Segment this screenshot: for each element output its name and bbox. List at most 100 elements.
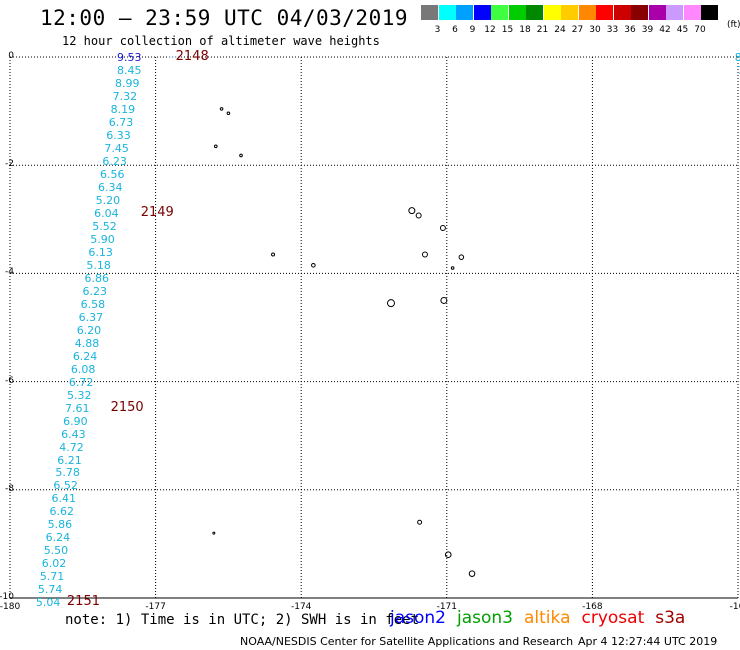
legend-swatch [666,5,683,20]
swh-value: 5.90 [90,232,115,246]
legend-swatch [578,5,596,20]
island-outline [458,254,465,260]
lat-tick-label: -4 [5,267,14,278]
swh-value: 5.52 [92,219,117,233]
legend-label: 27 [571,25,584,35]
satellite-name: cryosat [581,608,645,628]
legend-label: 12 [484,25,496,35]
legend-label: 70 [694,25,706,35]
island-outline [212,531,216,535]
swh-value: 7.61 [65,401,90,415]
swh-value: 4.88 [74,336,100,350]
lon-tick-label: -180 [0,602,21,612]
legend-unit: (ft) [727,20,740,30]
swh-value: 8.99 [115,76,140,90]
swh-value: 6.04 [94,206,119,220]
swh-value: 6.37 [78,310,104,324]
island-outline [408,207,416,215]
island-outline [468,570,476,577]
swh-value: 7.32 [112,89,138,103]
pass-number: 2151 [66,594,100,610]
map-subtitle: 12 hour collection of altimeter wave hei… [62,34,380,48]
lon-tick-label: -174 [290,602,312,612]
swh-value: 6.41 [51,492,76,506]
swh-value: 5.32 [66,388,92,402]
swh-value: 6.34 [98,180,123,194]
legend-swatch [456,5,473,20]
credit-text: NOAA/NESDIS Center for Satellite Applica… [240,635,574,648]
footer-note: note: 1) Time is in UTC; 2) SWH is in fe… [65,612,420,628]
swh-value: 5.86 [47,518,73,532]
lat-tick-label: -6 [5,375,14,386]
island-outline [213,144,218,149]
lat-tick-label: -8 [5,483,14,494]
legend-label: 6 [452,25,458,35]
pass-number: 2150 [110,399,144,415]
legend-swatch [473,5,491,20]
swh-value: 6.33 [106,128,131,142]
edge-swh-value: 7.9 [737,64,740,77]
satellite-legend: jason2 jason3 altika cryosat s3a [390,608,696,628]
island-outline [417,519,423,525]
satellite-name: s3a [655,608,686,628]
swh-value: 6.43 [61,427,86,441]
swh-value: 9.53 [116,51,142,64]
swh-value: 6.24 [45,531,71,545]
island-outline [271,252,276,257]
swh-value: 5.71 [39,570,65,584]
lon-tick-label: -177 [145,602,166,612]
pass-number: 2148 [175,49,209,64]
swh-value: 6.02 [41,557,67,571]
legend-label: 3 [434,25,441,35]
swh-value: 8.45 [116,63,142,77]
legend-label: 18 [519,25,531,35]
swh-value: 6.56 [99,167,125,181]
swh-value: 6.86 [84,271,109,285]
swh-value: 6.72 [68,375,94,389]
satellite-name: jason3 [457,608,513,628]
island-outline [415,212,422,219]
satellite-name: altika [524,608,571,628]
island-outline [450,266,455,270]
lon-tick-label: -171 [436,602,458,612]
swh-value: 6.21 [57,453,82,467]
island-outline [444,551,452,559]
swh-value: 6.62 [49,505,75,519]
legend-swatch [648,5,666,20]
swh-value: 7.45 [104,141,129,155]
swh-value: 6.90 [63,414,88,428]
legend-swatch [491,5,508,20]
satellite-name: jason2 [390,608,446,628]
swh-value: 8.19 [110,102,136,116]
swh-value: 6.08 [70,362,96,376]
legend-label: 36 [624,25,636,35]
island-outline [219,107,224,111]
island-outline [421,251,428,258]
credit-timestamp: Apr 4 12:27:44 UTC 2019 [578,635,718,648]
island-outline [226,111,231,116]
legend-label: 42 [659,25,671,35]
swh-value: 6.20 [76,323,102,337]
legend-swatch [701,5,718,20]
lat-tick-label: 0 [8,51,14,61]
swh-value: 6.23 [82,284,108,298]
swh-value: 6.52 [53,479,78,493]
island-outline [440,296,448,304]
legend-swatch [543,5,561,20]
swh-value: 5.04 [35,596,61,610]
swh-value: 5.74 [37,583,63,597]
legend-label: 9 [469,25,476,35]
legend-label: 21 [536,25,549,35]
legend-swatch [631,5,648,20]
swh-value: 6.23 [102,154,127,168]
pass-number: 2149 [140,204,174,220]
lon-tick-label: -168 [582,602,603,612]
swh-value: 6.58 [80,297,106,311]
legend-swatch [596,5,613,20]
swh-value: 6.13 [88,245,113,259]
swh-value: 5.78 [55,466,80,480]
legend-swatch [421,5,438,20]
legend-label: 24 [554,25,566,35]
legend-swatch [561,5,578,20]
